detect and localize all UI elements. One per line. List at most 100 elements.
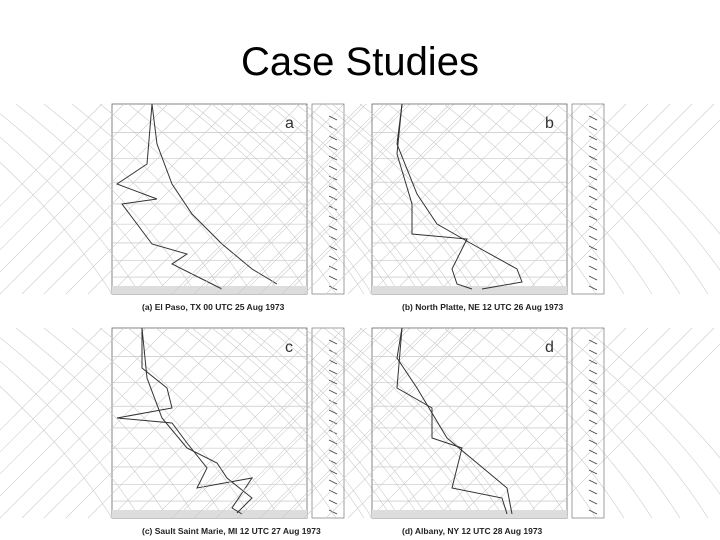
wind-barb [588,429,598,435]
isotherm [259,103,451,295]
temperature-profile [396,327,513,515]
isotherm [65,327,257,519]
wind-barb [588,205,598,211]
adiabat [499,327,681,519]
adiabat [15,327,197,519]
wind-barb [588,389,598,395]
wind-barb [588,479,598,485]
panel-caption: (a) El Paso, TX 00 UTC 25 Aug 1973 [142,302,285,312]
adiabat [387,327,569,519]
isotherm [263,103,455,295]
wind-barb [328,489,338,495]
adiabat [127,103,309,295]
adiabat [387,103,569,295]
isotherm [303,327,495,519]
wind-barb [328,479,338,485]
adiabat [155,327,337,519]
adiabat [359,103,541,295]
wind-barb [328,509,338,515]
adiabat [99,327,281,519]
wind-barb [328,469,338,475]
adiabat [555,327,720,495]
wind-barb [588,349,598,355]
adiabat [331,103,513,295]
adiabat [443,103,625,295]
isotherm [215,327,407,519]
wind-barb [328,449,338,455]
isotherm [21,327,213,519]
adiabat [191,103,373,295]
wind-barb [328,175,338,181]
wind-barb [588,115,598,121]
isotherm [219,327,411,519]
adiabat [331,327,513,519]
adiabat [99,103,281,295]
wind-barb [588,255,598,261]
adiabat [43,327,225,519]
isotherm [325,327,517,519]
isotherm [545,343,720,519]
adiabat [0,161,113,295]
adiabat [211,327,393,519]
panels: a (a) El Paso, TX 00 UTC 25 Aug 1973 b (b) … [0,103,720,536]
adiabat [0,337,169,519]
wind-column [311,103,345,295]
temperature-profile [151,103,278,285]
panel-letter: d [545,339,554,356]
adiabat [471,327,653,519]
wind-barb [588,409,598,415]
wind-barb [588,499,598,505]
wind-barb [328,409,338,415]
isotherm [0,327,169,497]
dewpoint-profile [396,327,508,515]
wind-barb [588,225,598,231]
isotherm [21,103,213,295]
wind-barb [588,125,598,131]
wind-column [311,327,345,519]
adiabat [415,327,597,519]
isotherm [0,103,169,273]
isotherm [281,103,473,295]
wind-barb [328,499,338,505]
temperature-profile [141,327,253,514]
adiabat [295,327,477,519]
adiabat [471,103,653,295]
wind-barb [588,369,598,375]
adiabat [527,103,709,295]
isotherm [197,103,389,295]
adiabat [0,385,113,519]
wind-barb [588,135,598,141]
isotherm [65,103,257,295]
adiabat [303,103,485,295]
isotherm [303,103,495,295]
panel-letter: b [545,115,554,132]
isotherm [0,327,147,475]
slide-title: Case Studies [241,40,479,84]
wind-barb [588,145,598,151]
wind-barb [328,195,338,201]
panel-letter: c [285,339,293,356]
adiabat [499,103,681,295]
skew-t-panel: b (b) North Platte, NE 12 UTC 26 Aug 1973 [171,103,720,312]
adiabat [0,360,141,519]
wind-barb [588,339,598,345]
isotherm [171,327,363,519]
isotherm [215,103,407,295]
wind-barb [328,399,338,405]
isotherm [237,327,429,519]
surface-band [112,510,307,518]
isotherm [347,103,539,295]
isotherm [0,327,191,519]
isotherm [171,103,363,295]
wind-barb [328,265,338,271]
isotherm [43,327,235,519]
wind-barb [588,175,598,181]
wind-barb [328,185,338,191]
adiabat [303,327,485,519]
skew-t-panel: a (a) El Paso, TX 00 UTC 25 Aug 1973 [0,103,505,312]
isotherm [259,327,451,519]
adiabat [443,327,625,519]
adiabat [219,103,401,295]
wind-column [571,103,605,295]
